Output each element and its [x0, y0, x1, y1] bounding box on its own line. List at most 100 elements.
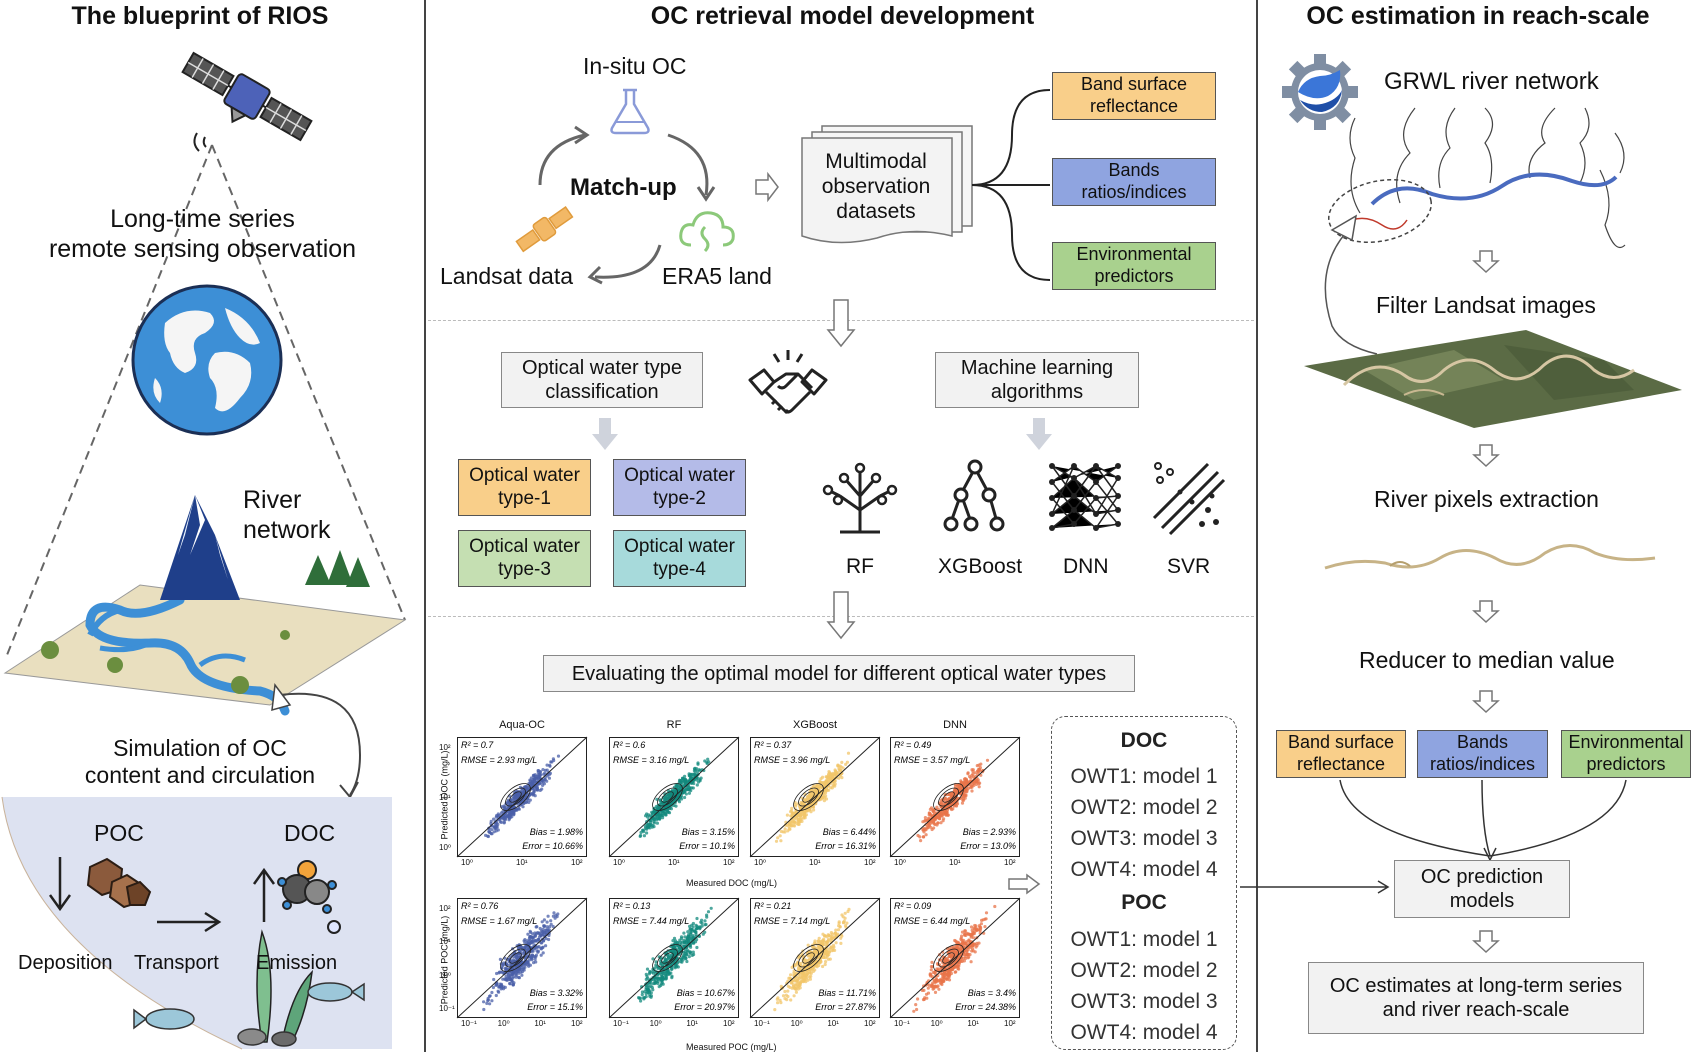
scatter-point — [529, 956, 533, 960]
scatter-point — [545, 920, 549, 924]
plot-title-1: RF — [666, 719, 682, 731]
stat-error: Error = 24.38% — [955, 1002, 1016, 1012]
x-tick-label: 10² — [723, 858, 735, 867]
scatter-point — [967, 939, 971, 943]
hollow-arrow-right-2 — [1008, 873, 1041, 895]
scatter-point — [833, 779, 837, 783]
scatter-point — [841, 766, 845, 770]
era5-cloud-icon — [679, 211, 735, 253]
scatter-point — [508, 813, 512, 817]
plot-title-0: Aqua-OC — [499, 719, 545, 731]
scatter-point — [541, 951, 545, 955]
right-feature-merge-lines — [1339, 779, 1627, 862]
density-contour — [505, 787, 526, 807]
scatter-point — [805, 976, 809, 980]
scatter-point — [543, 771, 547, 775]
one-to-one-line — [889, 897, 1021, 1019]
density-contour — [500, 783, 531, 811]
scatter-point — [644, 995, 648, 999]
scatter-point — [670, 976, 674, 980]
scatter-point — [837, 767, 841, 771]
x-tick-label: 10² — [864, 1019, 876, 1028]
scatter-point — [703, 919, 707, 923]
scatter-point — [537, 931, 541, 935]
scatter-point — [922, 830, 926, 834]
scatter-point — [802, 812, 806, 816]
reducer-label: Reducer to median value — [1359, 647, 1615, 673]
x-tick-label: 10⁰ — [790, 1019, 803, 1028]
scatter-point — [709, 906, 713, 910]
scatter-point — [684, 792, 688, 796]
scatter-point — [498, 957, 502, 961]
right-feature-environmental: Environmental predictors — [1561, 730, 1691, 778]
scatter-point — [790, 965, 794, 969]
stat-r2: R² = 0.13 — [613, 901, 650, 911]
scatter-point — [941, 819, 945, 823]
scatter-point — [845, 921, 849, 925]
scatter-point — [544, 944, 548, 948]
scatter-point — [809, 974, 813, 978]
scatter-point — [551, 924, 555, 929]
scatter-point — [792, 811, 796, 816]
scatter-point — [918, 835, 922, 839]
scatter-point — [691, 773, 696, 777]
scatter-point — [970, 768, 974, 772]
doc-scatter-2: R² = 0.37 RMSE = 3.96 mg/L Bias = 6.44% Err… — [749, 736, 881, 858]
scatter-point — [839, 941, 843, 945]
scatter-point — [511, 982, 515, 986]
scatter-point — [930, 960, 934, 964]
scatter-point — [700, 918, 704, 922]
hollow-arrow-down-r4 — [1472, 690, 1500, 714]
scatter-point — [966, 932, 970, 936]
feature-environmental: Environmental predictors — [1052, 242, 1216, 290]
scatter-point — [927, 813, 931, 817]
scatter-point — [494, 829, 498, 833]
oc-estimates-box: OC estimates at long-term series and rive… — [1308, 962, 1644, 1034]
scatter-point — [521, 952, 525, 956]
stat-bias: Bias = 10.67% — [677, 988, 735, 998]
scatter-point — [924, 828, 928, 832]
scatter-point — [847, 907, 851, 911]
scatter-point — [793, 820, 797, 824]
scatter-point — [532, 947, 536, 951]
scatter-point — [935, 805, 939, 809]
landsat-label: Landsat data — [440, 263, 574, 289]
scatter-point — [844, 925, 848, 929]
one-to-one-line — [749, 897, 881, 1019]
scatter-point — [528, 782, 532, 786]
scatter-point — [966, 772, 970, 776]
stat-r2: R² = 0.7 — [461, 740, 494, 750]
scatter-point — [502, 961, 506, 965]
multimodal-label: Multimodal observation datasets — [821, 150, 931, 223]
scatter-point — [840, 760, 844, 764]
model-xgboost: XGBoost — [938, 555, 1023, 578]
scatter-point — [962, 777, 967, 781]
scatter-point — [812, 808, 816, 812]
scatter-point — [781, 994, 786, 998]
scatter-point — [691, 921, 695, 926]
scatter-point — [646, 987, 650, 991]
scatter-point — [545, 763, 549, 767]
scatter-point — [802, 955, 806, 959]
scatter-point — [647, 824, 651, 828]
scatter-point — [685, 959, 689, 964]
scatter-point — [538, 770, 542, 774]
x-tick-label: 10¹ — [668, 858, 680, 867]
x-tick-label: 10¹ — [827, 1019, 839, 1028]
owt-classification-box: Optical water type classification — [501, 352, 703, 408]
poc-label: POC — [94, 820, 144, 846]
scatter-point — [820, 939, 824, 943]
scatter-point — [679, 780, 683, 784]
scatter-point — [501, 987, 506, 991]
landsat-satellite-icon — [515, 206, 574, 253]
scatter-point — [912, 1009, 916, 1013]
doc-owt4: OWT4: model 4 — [1070, 858, 1218, 881]
scatter-point — [837, 921, 841, 925]
scatter-point — [695, 938, 699, 942]
scatter-point — [527, 962, 531, 966]
scatter-point — [541, 783, 545, 787]
scatter-point — [652, 821, 656, 825]
scatter-point — [776, 996, 780, 1000]
scatter-point — [984, 911, 989, 915]
scatter-point — [487, 826, 491, 831]
